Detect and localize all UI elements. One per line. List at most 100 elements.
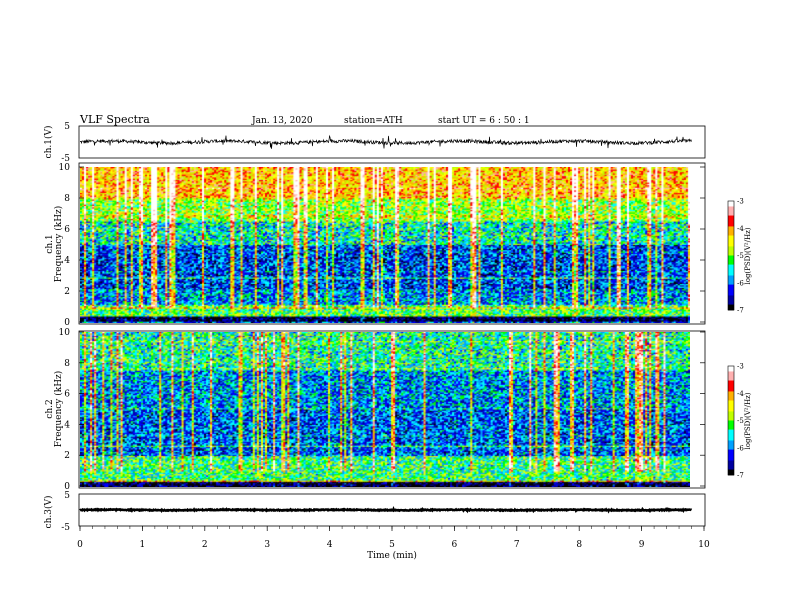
ch2-colorbar-swatch: [728, 473, 734, 476]
ch1-spectrogram-ylabel-frequency: Frequency (kHz): [53, 206, 64, 283]
ch2-colorbar-swatch: [728, 427, 734, 430]
ch1-colorbar-swatch: [728, 297, 734, 300]
ch2-colorbar-swatch: [728, 404, 734, 407]
ch1-colorbar-swatch: [728, 295, 734, 298]
ch1-colorbar: -3 -4 -5 -6 -7 log(PSD)(V²/Hz): [727, 198, 752, 315]
ch1-colorbar-swatch: [728, 268, 734, 271]
ch1-colorbar-swatch: [728, 215, 734, 218]
ch2-colorbar-swatch: [728, 455, 734, 458]
ch1-spectrogram-ytick-tick-label: 6: [64, 225, 70, 235]
ch1-colorbar-swatch: [728, 250, 734, 253]
ch2-colorbar-swatch: [728, 387, 734, 391]
ch1-colorbar-swatch: [728, 253, 734, 256]
start-time-label: start UT = 6 : 50 : 1: [438, 116, 530, 126]
ch1-spectrogram-ytick-tick-label: 8: [64, 194, 70, 204]
ch3-waveform-ylabel: ch.3(V): [43, 496, 54, 529]
ch1-colorbar-swatch: [728, 230, 734, 233]
ch1-colorbar-swatch: [728, 304, 734, 307]
ch2-colorbar-label: log(PSD)(V²/Hz): [744, 392, 752, 449]
ch2-colorbar-swatch: [728, 396, 734, 400]
ch2-colorbar-swatch: [728, 395, 734, 398]
ch2-spectrogram-ytick-tick-label: 4: [64, 420, 70, 430]
ch1-waveform-trace: [80, 134, 692, 149]
ch1-colorbar-swatch: [728, 279, 734, 282]
ch1-waveform-plot: [80, 134, 692, 149]
ch1-colorbar-swatch: [728, 302, 734, 305]
ch2-spectrogram-ylabel-frequency: Frequency (kHz): [53, 371, 64, 448]
ch2-colorbar-swatch: [728, 405, 734, 409]
ch1-colorbar-swatch: [728, 231, 734, 235]
ch1-colorbar-swatch: [728, 233, 734, 236]
ch1-colorbar-swatch: [728, 255, 734, 258]
ch2-colorbar-swatch: [728, 407, 734, 410]
ch1-colorbar-tick-label: -4: [737, 225, 744, 233]
date-label: Jan. 13, 2020: [251, 116, 313, 126]
x-tick-label: 5: [389, 540, 395, 550]
ch2-colorbar-swatch: [728, 435, 734, 438]
ch1-colorbar-frame: [727, 200, 735, 311]
ch2-spectrogram-ytick-tick-label: 10: [59, 328, 71, 338]
ch1-spectrogram-yticks: 10 8 6 4 2 0: [59, 163, 705, 328]
ch2-colorbar-swatch: [728, 471, 734, 474]
ch2-spectrogram-ytick-tick-label: 0: [64, 482, 70, 492]
ch2-colorbar-swatch: [728, 382, 734, 385]
ch2-colorbar-swatch: [728, 433, 734, 436]
ch2-colorbar-swatch: [728, 436, 734, 440]
ch2-colorbar-swatch: [728, 462, 734, 465]
ch1-colorbar-swatch: [728, 266, 734, 269]
ch2-spectrogram-image: [80, 332, 690, 487]
ch1-colorbar-swatch: [728, 208, 734, 211]
ch3-waveform-plot: [79, 505, 693, 514]
x-tick-label: 9: [639, 540, 645, 550]
ch1-spectrogram-ytick-tick-label: 0: [64, 318, 70, 328]
ch1-colorbar-swatch: [728, 251, 734, 255]
ch2-colorbar-swatch: [728, 380, 734, 383]
ch2-colorbar-swatch: [728, 447, 734, 450]
ch1-colorbar-swatch: [728, 264, 734, 267]
x-tick-label: 7: [514, 540, 520, 550]
ch2-colorbar-swatch: [728, 442, 734, 445]
ch2-spectrogram-ytick-tick-label: 2: [64, 451, 70, 461]
ch2-colorbar-swatch: [728, 445, 734, 449]
x-tick-label: 8: [576, 540, 582, 550]
ch2-colorbar-ticks: -3 -4 -5 -6 -7: [737, 363, 744, 480]
ch1-colorbar-swatch: [728, 306, 734, 309]
x-axis-ticks: 0 1 2 3 4 5 6 7 8 9 10: [77, 526, 710, 550]
ch1-colorbar-swatch: [728, 240, 734, 244]
ch1-colorbar-swatch: [728, 204, 734, 207]
ch1-colorbar-gradient: [728, 201, 734, 311]
ch1-colorbar-swatch: [728, 275, 734, 278]
x-tick-label: 3: [264, 540, 270, 550]
ch1-waveform-ylabel: ch.1(V): [43, 126, 54, 159]
ch1-ytick-top: 5: [64, 122, 70, 132]
ch2-colorbar-tick-label: -6: [737, 444, 744, 452]
ch1-colorbar-swatch: [728, 206, 734, 209]
ch2-colorbar-tick-label: -4: [737, 390, 744, 398]
ch1-colorbar-swatch: [728, 282, 734, 285]
ch2-colorbar-tick-label: -7: [737, 472, 744, 480]
ch2-colorbar-swatch: [728, 384, 734, 387]
ch1-colorbar-swatch: [728, 202, 734, 206]
ch1-spectrogram-ylabel-channel: ch.1: [45, 234, 55, 253]
ch2-colorbar-swatch: [728, 422, 734, 425]
ch1-colorbar-swatch: [728, 244, 734, 247]
ch1-colorbar-swatch: [728, 260, 734, 264]
x-axis-label: Time (min): [367, 550, 417, 561]
ch3-ytick-bottom: -5: [61, 523, 70, 533]
ch1-colorbar-swatch: [728, 228, 734, 231]
ch2-colorbar-swatch: [728, 451, 734, 454]
ch2-colorbar-swatch: [728, 444, 734, 447]
ch2-colorbar-swatch: [728, 425, 734, 429]
ch1-colorbar-swatch: [728, 277, 734, 280]
x-tick-label: 2: [202, 540, 208, 550]
ch1-colorbar-tick-label: -6: [737, 279, 744, 287]
ch1-colorbar-swatch: [728, 222, 734, 226]
ch1-waveform-frame: [78, 125, 706, 159]
ch1-colorbar-swatch: [728, 291, 734, 295]
ch2-colorbar-swatch: [728, 438, 734, 441]
ch1-colorbar-swatch: [728, 300, 734, 304]
ch2-colorbar-swatch: [728, 420, 734, 423]
ch2-colorbar-swatch: [728, 458, 734, 461]
ch2-spectrogram-ytick-tick-label: 8: [64, 359, 70, 369]
ch2-colorbar-swatch: [728, 416, 734, 420]
